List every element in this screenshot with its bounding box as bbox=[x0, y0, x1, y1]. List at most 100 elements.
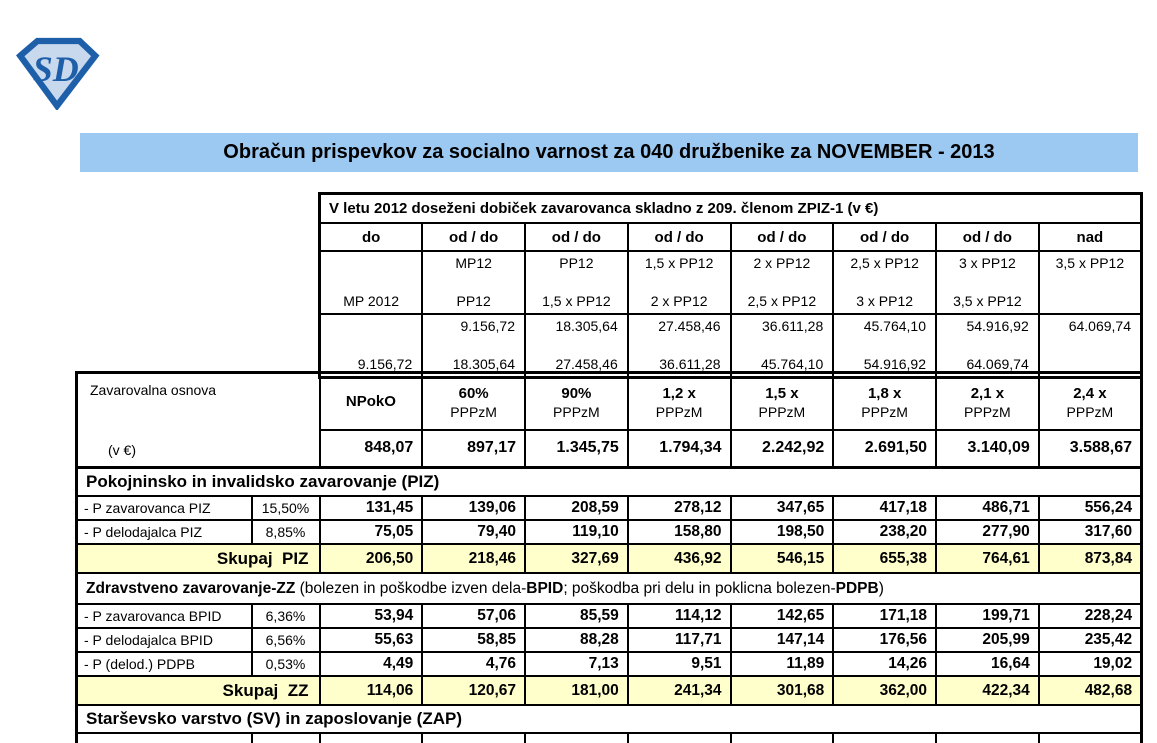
amount-cell: 9.156,72 18.305,64 bbox=[421, 313, 526, 379]
range-header-cell: od / do bbox=[935, 222, 1040, 252]
total-value-cell: 873,84 bbox=[1037, 543, 1143, 574]
rate-cell: 6,36% bbox=[250, 603, 321, 629]
value-cell: 53,94 bbox=[318, 603, 424, 629]
value-cell: 486,71 bbox=[935, 495, 1040, 521]
insurance-base-table: Zavarovalna osnova (v €) NPokO 60% PPPzM … bbox=[75, 371, 1143, 469]
row-label: - P zavarovanca BPID bbox=[75, 603, 253, 629]
total-value-cell: 327,69 bbox=[524, 543, 629, 574]
value-cell: 119,10 bbox=[524, 519, 629, 545]
base-value-cell: 1.794,34 bbox=[626, 428, 732, 469]
value-cell: 4,76 bbox=[421, 651, 526, 677]
value-cell: 117,71 bbox=[626, 627, 732, 653]
base-header-cell: 1,5 x PPPzM bbox=[729, 371, 835, 431]
value-cell: 171,18 bbox=[832, 603, 937, 629]
logo-initials: SD bbox=[33, 49, 79, 89]
range-header-cell: do bbox=[318, 222, 424, 252]
total-value-cell: 114,06 bbox=[318, 675, 424, 706]
table-row: Zavarovalna osnova (v €) NPokO 60% PPPzM … bbox=[75, 371, 1143, 469]
table-row: - P delodajalca PIZ 8,85% 75,05 79,40 11… bbox=[75, 519, 1143, 545]
value-cell: 198,50 bbox=[729, 519, 835, 545]
value-cell: 75,05 bbox=[318, 519, 424, 545]
total-value-cell: 218,46 bbox=[421, 543, 526, 574]
range-header-cell: od / do bbox=[729, 222, 835, 252]
multiplier-cell: 1,5 x PP12 2 x PP12 bbox=[626, 250, 732, 315]
value-cell: 16,64 bbox=[935, 651, 1040, 677]
table-row: V letu 2012 doseženi dobiček zavarovanca… bbox=[318, 192, 1143, 224]
value-cell: 228,24 bbox=[1037, 603, 1143, 629]
table-row: - P delodajalca BPID 6,56% 55,63 58,85 8… bbox=[75, 627, 1143, 653]
amount-cell: 45.764,10 54.916,92 bbox=[832, 313, 937, 379]
amount-cell: 64.069,74 bbox=[1037, 313, 1143, 379]
value-cell: 417,18 bbox=[832, 495, 937, 521]
base-value-cell: 1.345,75 bbox=[524, 428, 629, 469]
empty-cell bbox=[421, 732, 526, 743]
base-value-cell: 2.691,50 bbox=[832, 428, 937, 469]
value-cell: 139,06 bbox=[421, 495, 526, 521]
empty-cell bbox=[626, 732, 732, 743]
row-label: - P zavarovanca PIZ bbox=[75, 495, 253, 521]
amount-cell: 54.916,92 64.069,74 bbox=[935, 313, 1040, 379]
empty-cell bbox=[250, 732, 321, 743]
row-label: - P delodajalca PIZ bbox=[75, 519, 253, 545]
table-row: - P (delod.) PDPB 0,53% 4,49 4,76 7,13 9… bbox=[75, 651, 1143, 677]
value-cell: 55,63 bbox=[318, 627, 424, 653]
value-cell: 9,51 bbox=[626, 651, 732, 677]
profit-table-caption: V letu 2012 doseženi dobiček zavarovanca… bbox=[318, 192, 1143, 224]
profit-ranges-table: V letu 2012 doseženi dobiček zavarovanca… bbox=[318, 192, 1143, 379]
total-value-cell: 422,34 bbox=[935, 675, 1040, 706]
base-label-cell: Zavarovalna osnova (v €) bbox=[75, 371, 321, 469]
base-unit: (v €) bbox=[108, 442, 136, 458]
total-value-cell: 764,61 bbox=[935, 543, 1040, 574]
value-cell: 7,13 bbox=[524, 651, 629, 677]
zz-total-label: Skupaj ZZ bbox=[75, 675, 321, 706]
table-row: do od / do od / do od / do od / do od / … bbox=[318, 222, 1143, 252]
total-value-cell: 241,34 bbox=[626, 675, 732, 706]
table-row: - P zavarovanca BPID 6,36% 53,94 57,06 8… bbox=[75, 603, 1143, 629]
amount-cell: 36.611,28 45.764,10 bbox=[729, 313, 835, 379]
multiplier-cell: 2 x PP12 2,5 x PP12 bbox=[729, 250, 835, 315]
value-cell: 158,80 bbox=[626, 519, 732, 545]
value-cell: 58,85 bbox=[421, 627, 526, 653]
base-header-cell: NPokO bbox=[318, 371, 424, 431]
empty-cell bbox=[75, 732, 253, 743]
sv-section-header: Starševsko varstvo (SV) in zaposlovanje … bbox=[75, 704, 1143, 734]
value-cell: 278,12 bbox=[626, 495, 732, 521]
table-row: Pokojninsko in invalidsko zavarovanje (P… bbox=[75, 466, 1143, 497]
value-cell: 277,90 bbox=[935, 519, 1040, 545]
table-row: Skupaj PIZ 206,50 218,46 327,69 436,92 5… bbox=[75, 543, 1143, 574]
base-label: Zavarovalna osnova bbox=[90, 382, 217, 398]
page-title: Obračun prispevkov za socialno varnost z… bbox=[223, 141, 995, 163]
range-header-cell: od / do bbox=[421, 222, 526, 252]
piz-section-header: Pokojninsko in invalidsko zavarovanje (P… bbox=[75, 466, 1143, 497]
base-header-cell: 2,4 x PPPzM bbox=[1037, 371, 1143, 431]
total-value-cell: 482,68 bbox=[1037, 675, 1143, 706]
value-cell: 238,20 bbox=[832, 519, 937, 545]
value-cell: 14,26 bbox=[832, 651, 937, 677]
base-value-cell: 897,17 bbox=[421, 428, 526, 469]
total-value-cell: 362,00 bbox=[832, 675, 937, 706]
value-cell: 11,89 bbox=[729, 651, 835, 677]
total-value-cell: 120,67 bbox=[421, 675, 526, 706]
multiplier-cell: 3,5 x PP12 bbox=[1037, 250, 1143, 315]
multiplier-cell: PP12 1,5 x PP12 bbox=[524, 250, 629, 315]
empty-cell bbox=[524, 732, 629, 743]
rate-cell: 6,56% bbox=[250, 627, 321, 653]
value-cell: 317,60 bbox=[1037, 519, 1143, 545]
value-cell: 79,40 bbox=[421, 519, 526, 545]
base-value-cell: 848,07 bbox=[318, 428, 424, 469]
table-row: MP 2012 MP12 PP12 PP12 1,5 x PP12 1,5 x PP… bbox=[318, 250, 1143, 315]
multiplier-cell: 3 x PP12 3,5 x PP12 bbox=[935, 250, 1040, 315]
multiplier-cell: 2,5 x PP12 3 x PP12 bbox=[832, 250, 937, 315]
total-value-cell: 655,38 bbox=[832, 543, 937, 574]
total-value-cell: 181,00 bbox=[524, 675, 629, 706]
piz-total-label: Skupaj PIZ bbox=[75, 543, 321, 574]
amount-cell: 27.458,46 36.611,28 bbox=[626, 313, 732, 379]
value-cell: 19,02 bbox=[1037, 651, 1143, 677]
range-header-cell: od / do bbox=[524, 222, 629, 252]
base-header-cell: 2,1 x PPPzM bbox=[935, 371, 1040, 431]
table-row: 9.156,72 9.156,72 18.305,64 18.305,64 27.4… bbox=[318, 313, 1143, 379]
range-header-cell: od / do bbox=[832, 222, 937, 252]
amount-cell: 18.305,64 27.458,46 bbox=[524, 313, 629, 379]
rate-cell: 15,50% bbox=[250, 495, 321, 521]
empty-cell bbox=[832, 732, 937, 743]
